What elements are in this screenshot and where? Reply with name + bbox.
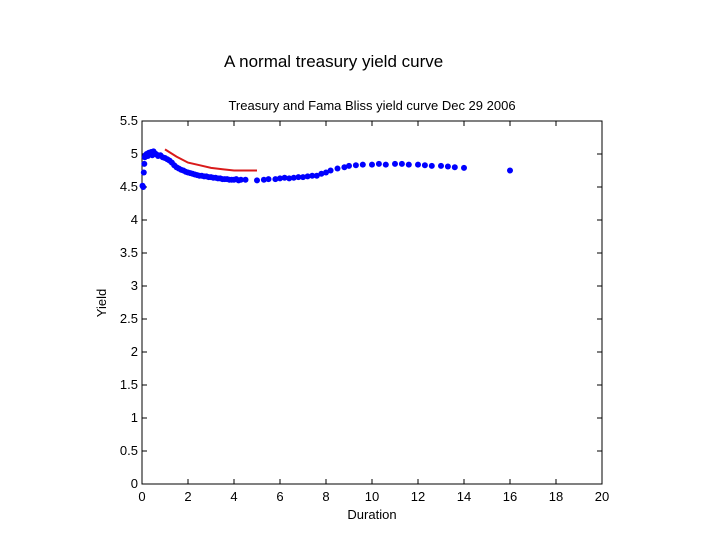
treasury-yield-point	[300, 174, 306, 181]
y-tick-label: 3.5	[120, 245, 138, 260]
y-tick-label: 5	[131, 146, 138, 161]
x-tick-label: 18	[549, 489, 563, 504]
treasury-yield-point	[461, 164, 467, 171]
treasury-yield-point	[290, 174, 297, 181]
treasury-yield-point	[313, 172, 320, 179]
treasury-yield-point	[369, 161, 375, 168]
treasury-yield-point	[304, 173, 311, 180]
treasury-yield-point	[398, 160, 405, 167]
treasury-yield-point	[405, 161, 412, 168]
treasury-yield-point	[286, 175, 293, 182]
treasury-yield-point	[260, 176, 267, 183]
treasury-yield-point	[277, 175, 283, 182]
x-tick-label: 20	[595, 489, 609, 504]
treasury-yield-point	[346, 162, 352, 169]
y-tick-label: 5.5	[120, 113, 138, 128]
treasury-yield-point	[327, 167, 334, 174]
treasury-yield-point	[295, 174, 302, 181]
x-tick-label: 4	[230, 489, 237, 504]
y-tick-label: 2	[131, 344, 138, 359]
y-tick-label: 1	[131, 410, 138, 425]
treasury-yield-point	[444, 163, 451, 170]
treasury-yield-point	[451, 164, 458, 171]
treasury-yield-point	[392, 160, 398, 167]
x-tick-label: 14	[457, 489, 471, 504]
treasury-yield-point	[375, 160, 382, 167]
y-axis-label: Yield	[94, 289, 109, 317]
y-tick-label: 3	[131, 278, 138, 293]
x-tick-label: 12	[411, 489, 425, 504]
fama-bliss-line	[164, 148, 257, 172]
x-axis-label: Duration	[347, 507, 396, 522]
treasury-yield-point	[140, 184, 147, 190]
treasury-yield-point	[141, 160, 148, 167]
treasury-yield-point	[254, 177, 260, 184]
treasury-yield-point	[334, 165, 341, 172]
x-tick-label: 8	[322, 489, 329, 504]
treasury-yield-point	[382, 161, 389, 168]
treasury-yield-point	[438, 162, 444, 169]
y-tick-label: 4	[131, 212, 138, 227]
treasury-yield-point	[323, 169, 329, 176]
treasury-yield-point	[415, 161, 421, 168]
treasury-yield-point	[265, 176, 272, 183]
treasury-yield-point	[237, 176, 244, 183]
y-tick-label: 1.5	[120, 377, 138, 392]
treasury-yield-point	[318, 170, 325, 177]
treasury-yield-point	[272, 176, 279, 183]
treasury-yield-point	[428, 162, 435, 169]
y-tick-label: 2.5	[120, 311, 138, 326]
treasury-yield-point	[140, 169, 147, 176]
x-tick-label: 10	[365, 489, 379, 504]
treasury-yield-point	[421, 162, 428, 169]
treasury-yield-point	[242, 176, 249, 183]
data-marks	[139, 148, 513, 190]
x-tick-label: 16	[503, 489, 517, 504]
y-tick-label: 0.5	[120, 443, 138, 458]
treasury-yield-point	[352, 162, 359, 169]
slide-title: A normal treasury yield curve	[224, 52, 444, 71]
chart-title: Treasury and Fama Bliss yield curve Dec …	[228, 98, 515, 113]
treasury-yield-point	[309, 172, 316, 179]
y-tick-label: 4.5	[120, 179, 138, 194]
x-tick-label: 6	[276, 489, 283, 504]
treasury-yield-point	[341, 164, 348, 171]
treasury-yield-point	[281, 174, 288, 181]
axis-ticks: 0 2 4 6 8 10 12 14 16 18 20 0 0.5 1 1.5 2 2.5 3 3.5 4 4.5 5 5.…	[120, 113, 609, 504]
treasury-yield-point	[507, 167, 513, 174]
y-tick-label: 0	[131, 476, 138, 491]
treasury-yield-point	[359, 161, 366, 168]
x-tick-label: 2	[184, 489, 191, 504]
x-tick-label: 0	[138, 489, 145, 504]
